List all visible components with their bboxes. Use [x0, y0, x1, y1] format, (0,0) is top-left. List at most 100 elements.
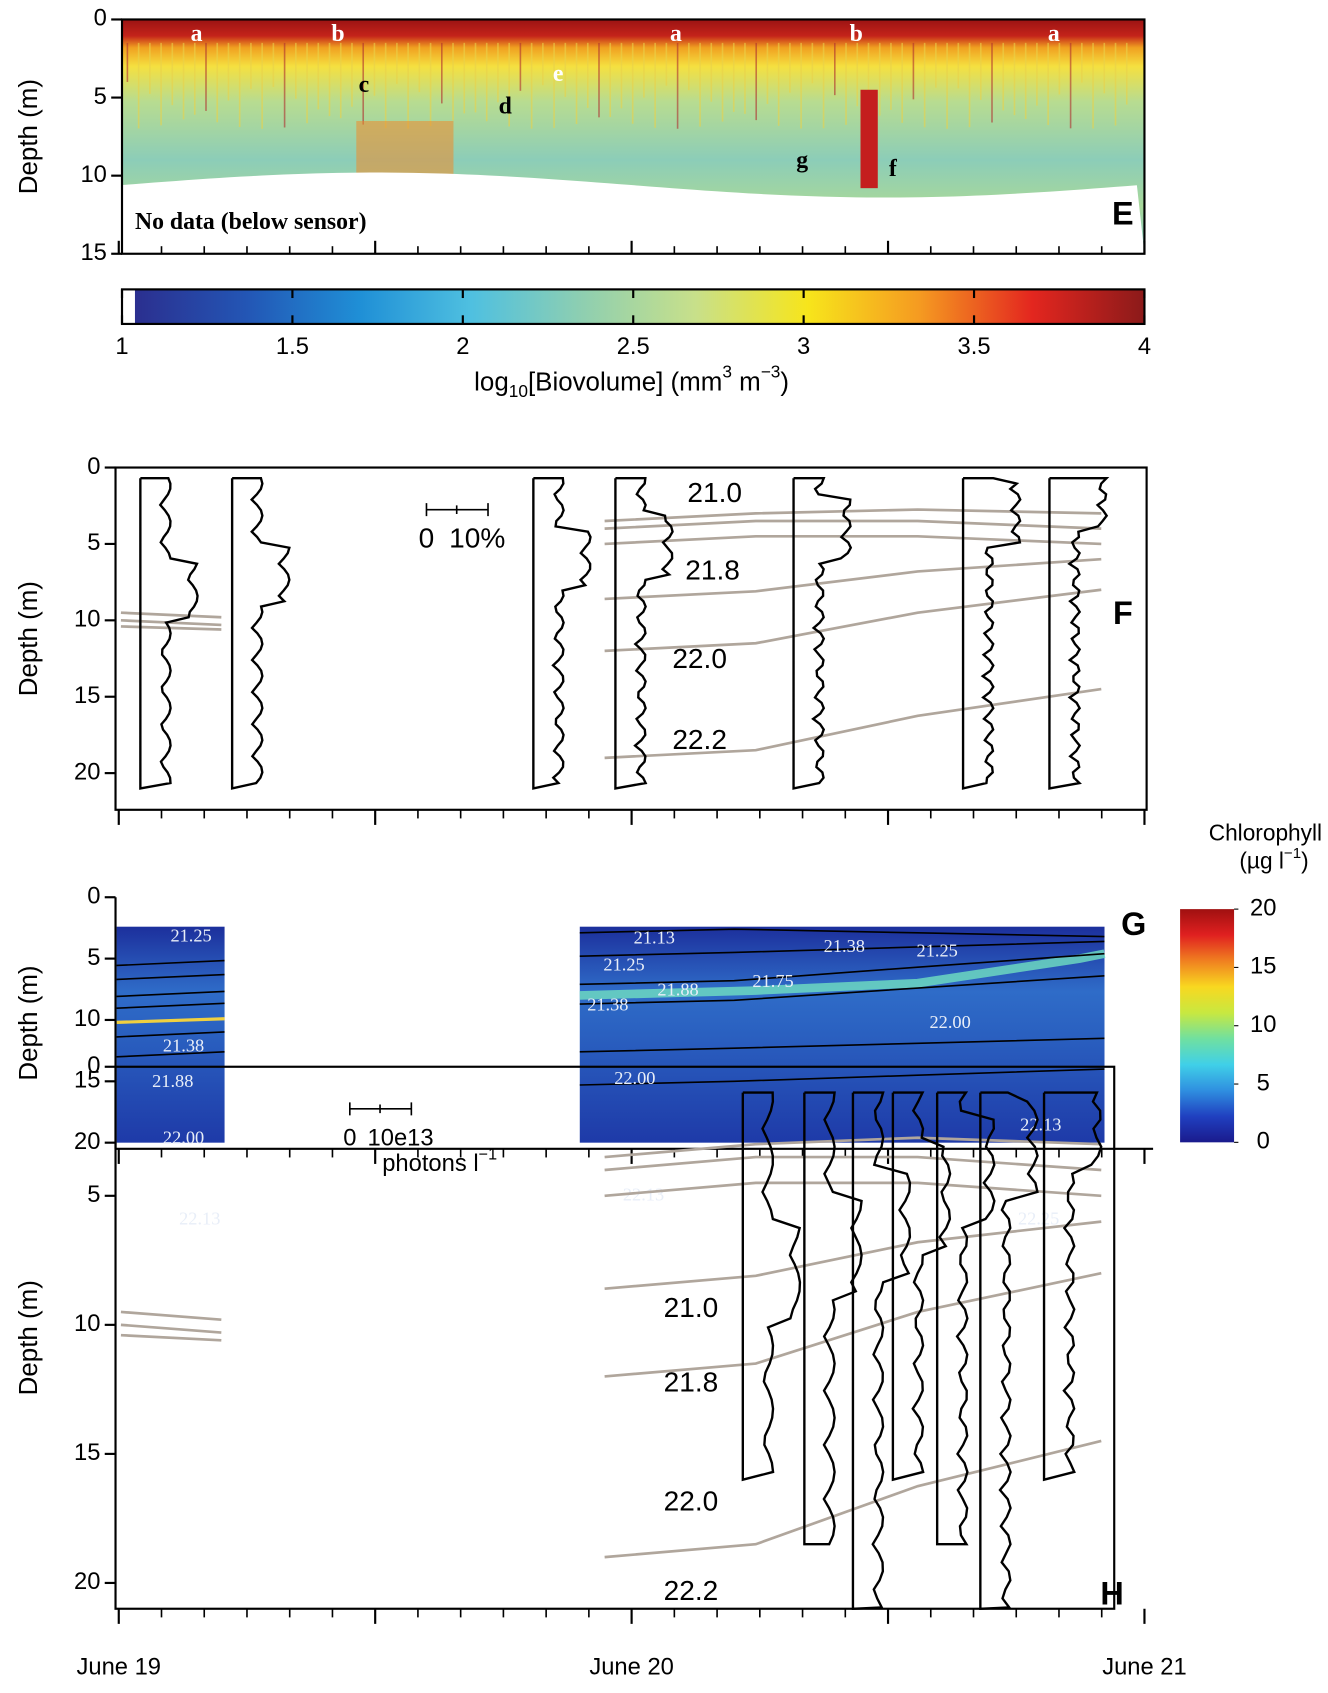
profile-line	[935, 1091, 996, 1546]
y-tick-label: 5	[87, 944, 100, 971]
isopycnal-label: 22.2	[672, 724, 727, 755]
isopycnal	[604, 1439, 1102, 1559]
profile-line	[979, 1091, 1039, 1610]
y-axis-label: Depth (m)	[15, 581, 43, 696]
contour-label: 21.13	[634, 928, 675, 948]
y-axis-label: Depth (m)	[15, 79, 43, 194]
isopycnal-label: 22.2	[664, 1575, 719, 1606]
contour-label: 22.00	[614, 1068, 655, 1088]
isopycnal	[604, 1136, 1102, 1159]
contour-label: 22.13	[623, 1185, 664, 1205]
profile-line	[1042, 1091, 1103, 1482]
colorbar-tick-label: 3.5	[958, 333, 991, 360]
contour-label: 22.00	[929, 1012, 970, 1032]
unit-sup: −1	[1284, 845, 1301, 862]
contour	[116, 1031, 225, 1038]
contour	[579, 928, 1105, 938]
colorbar-tick-label: 2.5	[617, 333, 650, 360]
y-tick-label: 5	[94, 83, 107, 110]
contour-label: 21.25	[170, 925, 211, 945]
mask-label: No data (below sensor)	[135, 209, 367, 235]
isopycnal	[604, 508, 1102, 523]
unit: photons l	[382, 1150, 478, 1177]
bloom-band	[116, 1017, 225, 1025]
y-tick-label: 20	[74, 1128, 100, 1155]
y-tick-label: 10	[74, 1310, 100, 1337]
scale-label: 0	[343, 1124, 356, 1151]
annotation: a	[191, 21, 203, 47]
contour-label: 22.13	[179, 1208, 220, 1228]
panel-label: E	[1112, 196, 1134, 232]
colorbar-tick-label: 15	[1250, 953, 1276, 980]
heatmap-image	[579, 926, 1105, 1143]
profile-line	[230, 477, 291, 790]
isopycnal	[120, 1333, 222, 1342]
patch	[860, 89, 878, 189]
profile-line	[532, 477, 592, 790]
contour-label: 22.13	[1020, 1114, 1061, 1134]
y-tick-label: 10	[80, 161, 106, 188]
profile-line	[891, 1091, 952, 1482]
isopycnal-label: 22.0	[664, 1485, 719, 1516]
y-tick-label: 20	[74, 1568, 100, 1595]
contour-label: 22.00	[163, 1127, 204, 1147]
annotation: d	[499, 93, 512, 119]
contour-label: 22.25	[1018, 1208, 1059, 1228]
x-tick-label: June 21	[1102, 1653, 1187, 1680]
panel-label: G	[1121, 906, 1146, 942]
isopycnal	[604, 534, 1102, 546]
isopycnal	[604, 1220, 1102, 1291]
colorbar-tick-label: 2	[456, 333, 469, 360]
x-tick-label: June 19	[76, 1653, 161, 1680]
colorbar-unit: (µg l−1)	[1239, 845, 1308, 874]
isopycnal	[604, 588, 1102, 653]
isopycnal	[604, 519, 1102, 530]
contour	[116, 1002, 225, 1009]
isopycnal	[604, 557, 1102, 601]
contour-label: 21.25	[603, 955, 644, 975]
annotation: c	[359, 72, 370, 98]
contour	[116, 990, 225, 998]
scale-label: 10%	[449, 522, 505, 553]
profile-line	[1048, 477, 1110, 790]
y-tick-label: 20	[74, 758, 100, 785]
plot-frame	[114, 1065, 1116, 1610]
y-tick-label: 10	[74, 606, 100, 633]
contour	[116, 959, 225, 967]
colorbar-tick-label: 4	[1138, 333, 1151, 360]
colorbar-tick-label: 20	[1250, 894, 1276, 921]
profile-line	[741, 1091, 802, 1482]
y-tick-label: 5	[87, 1181, 100, 1208]
y-tick-label: 15	[74, 1439, 100, 1466]
colorbar	[134, 289, 1145, 324]
scale-bar	[349, 1102, 413, 1116]
isopycnal	[120, 1323, 222, 1334]
colorbar-tick-label: 1.5	[276, 333, 309, 360]
isopycnal-label: 21.8	[685, 555, 740, 586]
profile-line	[803, 1091, 863, 1546]
contour	[579, 1037, 1105, 1053]
contour-label: 21.25	[917, 941, 958, 961]
annotation: a	[1048, 21, 1060, 47]
label-part: −3	[761, 361, 781, 381]
unit: (µg l	[1239, 848, 1284, 874]
isopycnal	[604, 687, 1102, 760]
contour-label: 21.88	[152, 1071, 193, 1091]
isopycnal-label: 21.8	[664, 1367, 719, 1398]
profile-line	[961, 477, 1022, 790]
unit-sup: −1	[479, 1146, 497, 1164]
isopycnal-label: 22.0	[672, 643, 727, 674]
scale-label: 0	[419, 522, 435, 553]
colorbar-tick-label: 0	[1257, 1128, 1270, 1155]
y-tick-label: 0	[87, 1052, 100, 1079]
contour	[579, 940, 1105, 957]
annotation: b	[850, 21, 863, 47]
label-part: 10	[509, 381, 528, 401]
no-data-mask	[122, 172, 1145, 254]
colorbar-tick-label: 1	[115, 333, 128, 360]
isopycnal	[120, 1310, 222, 1322]
contour	[579, 1068, 1105, 1086]
scale-unit: photons l−1	[382, 1146, 497, 1178]
y-tick-label: 15	[74, 1067, 100, 1094]
annotation: f	[889, 156, 898, 182]
